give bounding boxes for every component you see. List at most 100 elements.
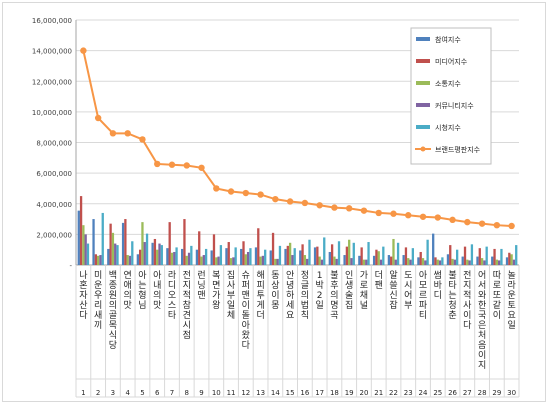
line-point: [405, 212, 412, 219]
bar-시청지수: [204, 248, 208, 265]
bar-소통지수: [392, 238, 395, 265]
bar-커뮤니티지수: [232, 257, 235, 265]
bar-미디어지수: [508, 252, 511, 265]
bar-참여지수: [269, 250, 272, 265]
bar-시청지수: [190, 245, 193, 265]
bar-시청지수: [234, 247, 237, 265]
line-point: [345, 205, 353, 212]
legend-swatch: [416, 125, 430, 129]
bar-참여지수: [476, 256, 479, 265]
bar-커뮤니티지수: [438, 260, 442, 265]
line-point: [257, 191, 264, 198]
bar-참여지수: [372, 255, 376, 265]
bar-시청지수: [175, 247, 178, 265]
bar-소통지수: [480, 258, 484, 265]
bar-커뮤니티지수: [84, 234, 87, 265]
rank-label: 22: [389, 389, 398, 397]
rank-label: 18: [330, 389, 339, 397]
bar-시청지수: [352, 242, 355, 265]
bar-소통지수: [348, 239, 351, 265]
bar-소통지수: [215, 257, 218, 265]
line-point: [109, 130, 117, 137]
bar-소통지수: [333, 256, 336, 265]
bar-참여지수: [136, 254, 139, 265]
bar-참여지수: [387, 255, 391, 265]
bar-소통지수: [377, 251, 380, 265]
bar-참여지수: [77, 210, 80, 265]
line-point: [139, 136, 146, 143]
line-point: [478, 220, 486, 227]
bar-소통지수: [185, 255, 188, 265]
legend-label: 시청지수: [435, 123, 461, 132]
bar-커뮤니티지수: [276, 258, 279, 265]
legend-box: [410, 27, 492, 165]
rank-label: 3: [111, 389, 115, 397]
legend-marker: [420, 146, 426, 152]
bar-커뮤니티지수: [512, 259, 516, 265]
bar-시청지수: [485, 246, 488, 265]
bar-소통지수: [451, 258, 454, 265]
bar-시청지수: [500, 248, 503, 265]
bar-시청지수: [426, 239, 429, 265]
bar-참여지수: [461, 256, 464, 265]
bar-시청지수: [249, 248, 252, 265]
bar-커뮤니티지수: [335, 258, 338, 265]
bar-소통지수: [421, 258, 425, 265]
rank-label: 21: [374, 389, 383, 397]
bar-커뮤니티지수: [498, 260, 501, 265]
line-point: [375, 209, 382, 217]
bar-참여지수: [505, 257, 509, 265]
bar-소통지수: [244, 254, 247, 265]
line-point: [449, 216, 456, 224]
bar-커뮤니티지수: [453, 259, 456, 265]
bar-커뮤니티지수: [217, 256, 220, 265]
bar-소통지수: [495, 259, 498, 265]
bar-소통지수: [82, 225, 85, 265]
brand-reputation-chart: - 2,000,000 4,000,000 6,000,000 8,000,000 10,…: [32, 17, 520, 398]
bar-참여지수: [417, 257, 420, 265]
bar-시청지수: [323, 237, 326, 265]
line-point: [301, 199, 309, 207]
rank-label: 24: [419, 389, 428, 397]
bar-미디어지수: [198, 231, 201, 265]
rank-label: 27: [463, 389, 472, 397]
bar-참여지수: [151, 242, 154, 265]
bar-참여지수: [343, 255, 346, 265]
bar-시청지수: [278, 245, 282, 265]
bar-커뮤니티지수: [114, 243, 117, 265]
bar-커뮤니티지수: [158, 243, 161, 265]
rank-label: 9: [199, 389, 203, 397]
bar-시청지수: [456, 249, 459, 265]
bar-미디어지수: [183, 219, 186, 265]
rank-label: 10: [212, 389, 221, 397]
bar-미디어지수: [449, 245, 452, 265]
rank-label: 14: [271, 389, 280, 397]
rank-label: 6: [155, 389, 160, 397]
rank-label: 23: [404, 389, 413, 397]
line-point: [124, 130, 131, 137]
bar-미디어지수: [212, 234, 216, 265]
y-tick-label: 16,000,000: [32, 17, 72, 25]
bar-미디어지수: [375, 249, 378, 265]
bar-소통지수: [510, 254, 513, 265]
bar-미디어지수: [478, 248, 481, 265]
bar-미디어지수: [139, 249, 142, 265]
bar-소통지수: [318, 256, 321, 265]
bar-미디어지수: [404, 247, 408, 265]
bar-소통지수: [111, 232, 115, 265]
bar-참여지수: [254, 247, 258, 265]
bar-소통지수: [259, 256, 262, 265]
bar-소통지수: [436, 259, 439, 265]
y-tick-label: -: [69, 262, 72, 270]
